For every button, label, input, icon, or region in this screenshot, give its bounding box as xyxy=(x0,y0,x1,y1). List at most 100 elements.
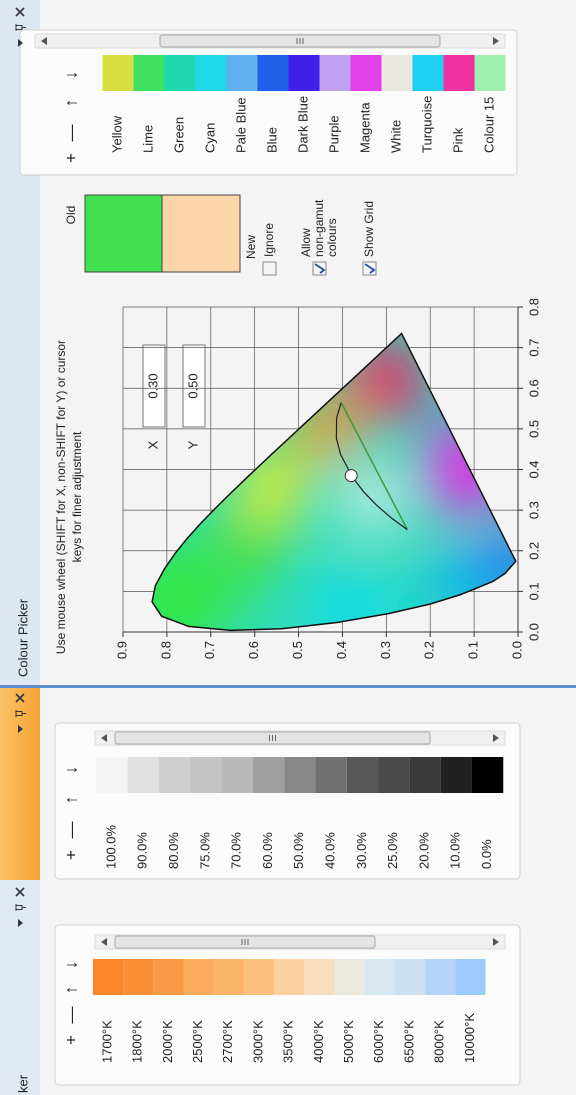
list-label[interactable]: 40.0% xyxy=(323,832,338,869)
list-label[interactable]: 10000°K xyxy=(462,1013,477,1063)
toolbar-button[interactable]: + xyxy=(61,153,80,163)
swatch[interactable] xyxy=(425,959,456,995)
menu-button[interactable] xyxy=(18,39,23,47)
option-label[interactable]: Show Grid xyxy=(362,201,376,257)
list-label[interactable]: 75.0% xyxy=(197,832,212,869)
list-label[interactable]: 100.0% xyxy=(103,824,118,869)
swatch[interactable] xyxy=(257,55,289,91)
swatch[interactable] xyxy=(190,757,222,793)
list-label[interactable]: Turquoise xyxy=(419,96,434,153)
list-label[interactable]: 70.0% xyxy=(229,832,244,869)
option-label[interactable]: non-gamut xyxy=(312,199,326,257)
swatch[interactable] xyxy=(474,55,506,91)
toolbar-button[interactable]: ↑ xyxy=(61,796,80,805)
swatch[interactable] xyxy=(412,55,444,91)
swatch[interactable] xyxy=(350,55,382,91)
swatch[interactable] xyxy=(381,55,413,91)
toolbar-button[interactable]: — xyxy=(61,1007,80,1024)
swatch[interactable] xyxy=(243,959,275,995)
list-label[interactable]: Colour 15 xyxy=(481,97,496,153)
list-label[interactable]: 2000°K xyxy=(160,1020,175,1063)
list-label[interactable]: 0.0% xyxy=(479,839,494,869)
pin-button[interactable] xyxy=(15,24,26,31)
swatch[interactable] xyxy=(304,959,335,995)
list-label[interactable]: 50.0% xyxy=(291,832,306,869)
swatch[interactable] xyxy=(334,959,365,995)
list-label[interactable]: Pale Blue xyxy=(233,97,248,153)
toolbar-button[interactable]: ↑ xyxy=(61,99,80,108)
list-label[interactable]: 8000°K xyxy=(432,1020,447,1063)
selected-point[interactable] xyxy=(344,469,358,483)
scroll-arrow[interactable] xyxy=(41,37,47,45)
menu-button[interactable] xyxy=(18,919,23,927)
pin-button[interactable] xyxy=(15,904,26,911)
swatch[interactable] xyxy=(364,959,395,995)
option-label[interactable]: colours xyxy=(325,218,339,257)
swatch[interactable] xyxy=(440,757,472,793)
list-label[interactable]: Cyan xyxy=(202,123,217,153)
input-box[interactable] xyxy=(182,344,206,428)
list-label[interactable]: Purple xyxy=(326,115,341,153)
swatch[interactable] xyxy=(158,757,191,793)
list-label[interactable]: 2700°K xyxy=(220,1020,235,1063)
swatch[interactable] xyxy=(213,959,244,995)
list-label[interactable]: Magenta xyxy=(357,102,372,153)
toolbar-button[interactable]: + xyxy=(61,1035,80,1045)
input-value[interactable]: 0.50 xyxy=(185,373,200,398)
toolbar-button[interactable]: ↓ xyxy=(61,766,80,775)
close-button[interactable] xyxy=(15,693,25,703)
title-bar-active[interactable] xyxy=(0,687,40,880)
scroll-arrow[interactable] xyxy=(101,938,107,946)
list-label[interactable]: 5000°K xyxy=(341,1020,356,1063)
list-label[interactable]: 3500°K xyxy=(281,1020,296,1063)
swatch[interactable] xyxy=(102,55,134,91)
toolbar-button[interactable]: — xyxy=(61,822,80,839)
input-box[interactable] xyxy=(142,344,166,428)
option-label[interactable]: Allow xyxy=(299,228,313,257)
swatch[interactable] xyxy=(409,757,441,793)
list-label[interactable]: Green xyxy=(171,117,186,153)
swatch[interactable] xyxy=(123,959,154,995)
swatch[interactable] xyxy=(195,55,227,91)
list-label[interactable]: 2500°K xyxy=(190,1020,205,1063)
list-label[interactable]: 1800°K xyxy=(130,1020,145,1063)
swatch[interactable] xyxy=(96,757,128,793)
swatch[interactable] xyxy=(133,55,165,91)
swatch[interactable] xyxy=(284,757,316,793)
swatch[interactable] xyxy=(274,959,305,995)
list-label[interactable]: 3000°K xyxy=(250,1020,265,1063)
list-label[interactable]: 1700°K xyxy=(99,1020,114,1063)
option-label[interactable]: Ignore xyxy=(262,223,276,257)
pin-button[interactable] xyxy=(15,710,26,717)
list-label[interactable]: 6000°K xyxy=(371,1020,386,1063)
swatch[interactable] xyxy=(92,959,124,995)
toolbar-button[interactable]: — xyxy=(61,125,80,142)
list-label[interactable]: 20.0% xyxy=(416,832,431,869)
swatch[interactable] xyxy=(319,55,351,91)
list-label[interactable]: Dark Blue xyxy=(295,96,310,153)
menu-button[interactable] xyxy=(18,725,23,733)
list-label[interactable]: 90.0% xyxy=(135,832,150,869)
list-label[interactable]: 30.0% xyxy=(354,832,369,869)
list-label[interactable]: 80.0% xyxy=(166,832,181,869)
swatch[interactable] xyxy=(127,757,159,793)
swatch[interactable] xyxy=(378,757,410,793)
input-value[interactable]: 0.30 xyxy=(145,373,160,398)
list-label[interactable]: Pink xyxy=(450,127,465,153)
swatch[interactable] xyxy=(455,959,486,995)
scroll-arrow[interactable] xyxy=(493,37,499,45)
checkbox[interactable] xyxy=(262,261,277,276)
swatch[interactable] xyxy=(443,55,475,91)
list-label[interactable]: Yellow xyxy=(109,115,124,153)
checkbox[interactable] xyxy=(362,261,377,276)
list-label[interactable]: Lime xyxy=(140,125,155,153)
list-label[interactable]: 10.0% xyxy=(448,832,463,869)
list-label[interactable]: 25.0% xyxy=(385,832,400,869)
scroll-arrow[interactable] xyxy=(493,938,499,946)
toolbar-button[interactable]: + xyxy=(61,850,80,860)
toolbar-button[interactable]: ↓ xyxy=(61,961,80,970)
toolbar-button[interactable]: ↓ xyxy=(61,71,80,80)
swatch[interactable] xyxy=(252,757,285,793)
swatch[interactable] xyxy=(153,959,184,995)
swatch[interactable] xyxy=(183,959,214,995)
